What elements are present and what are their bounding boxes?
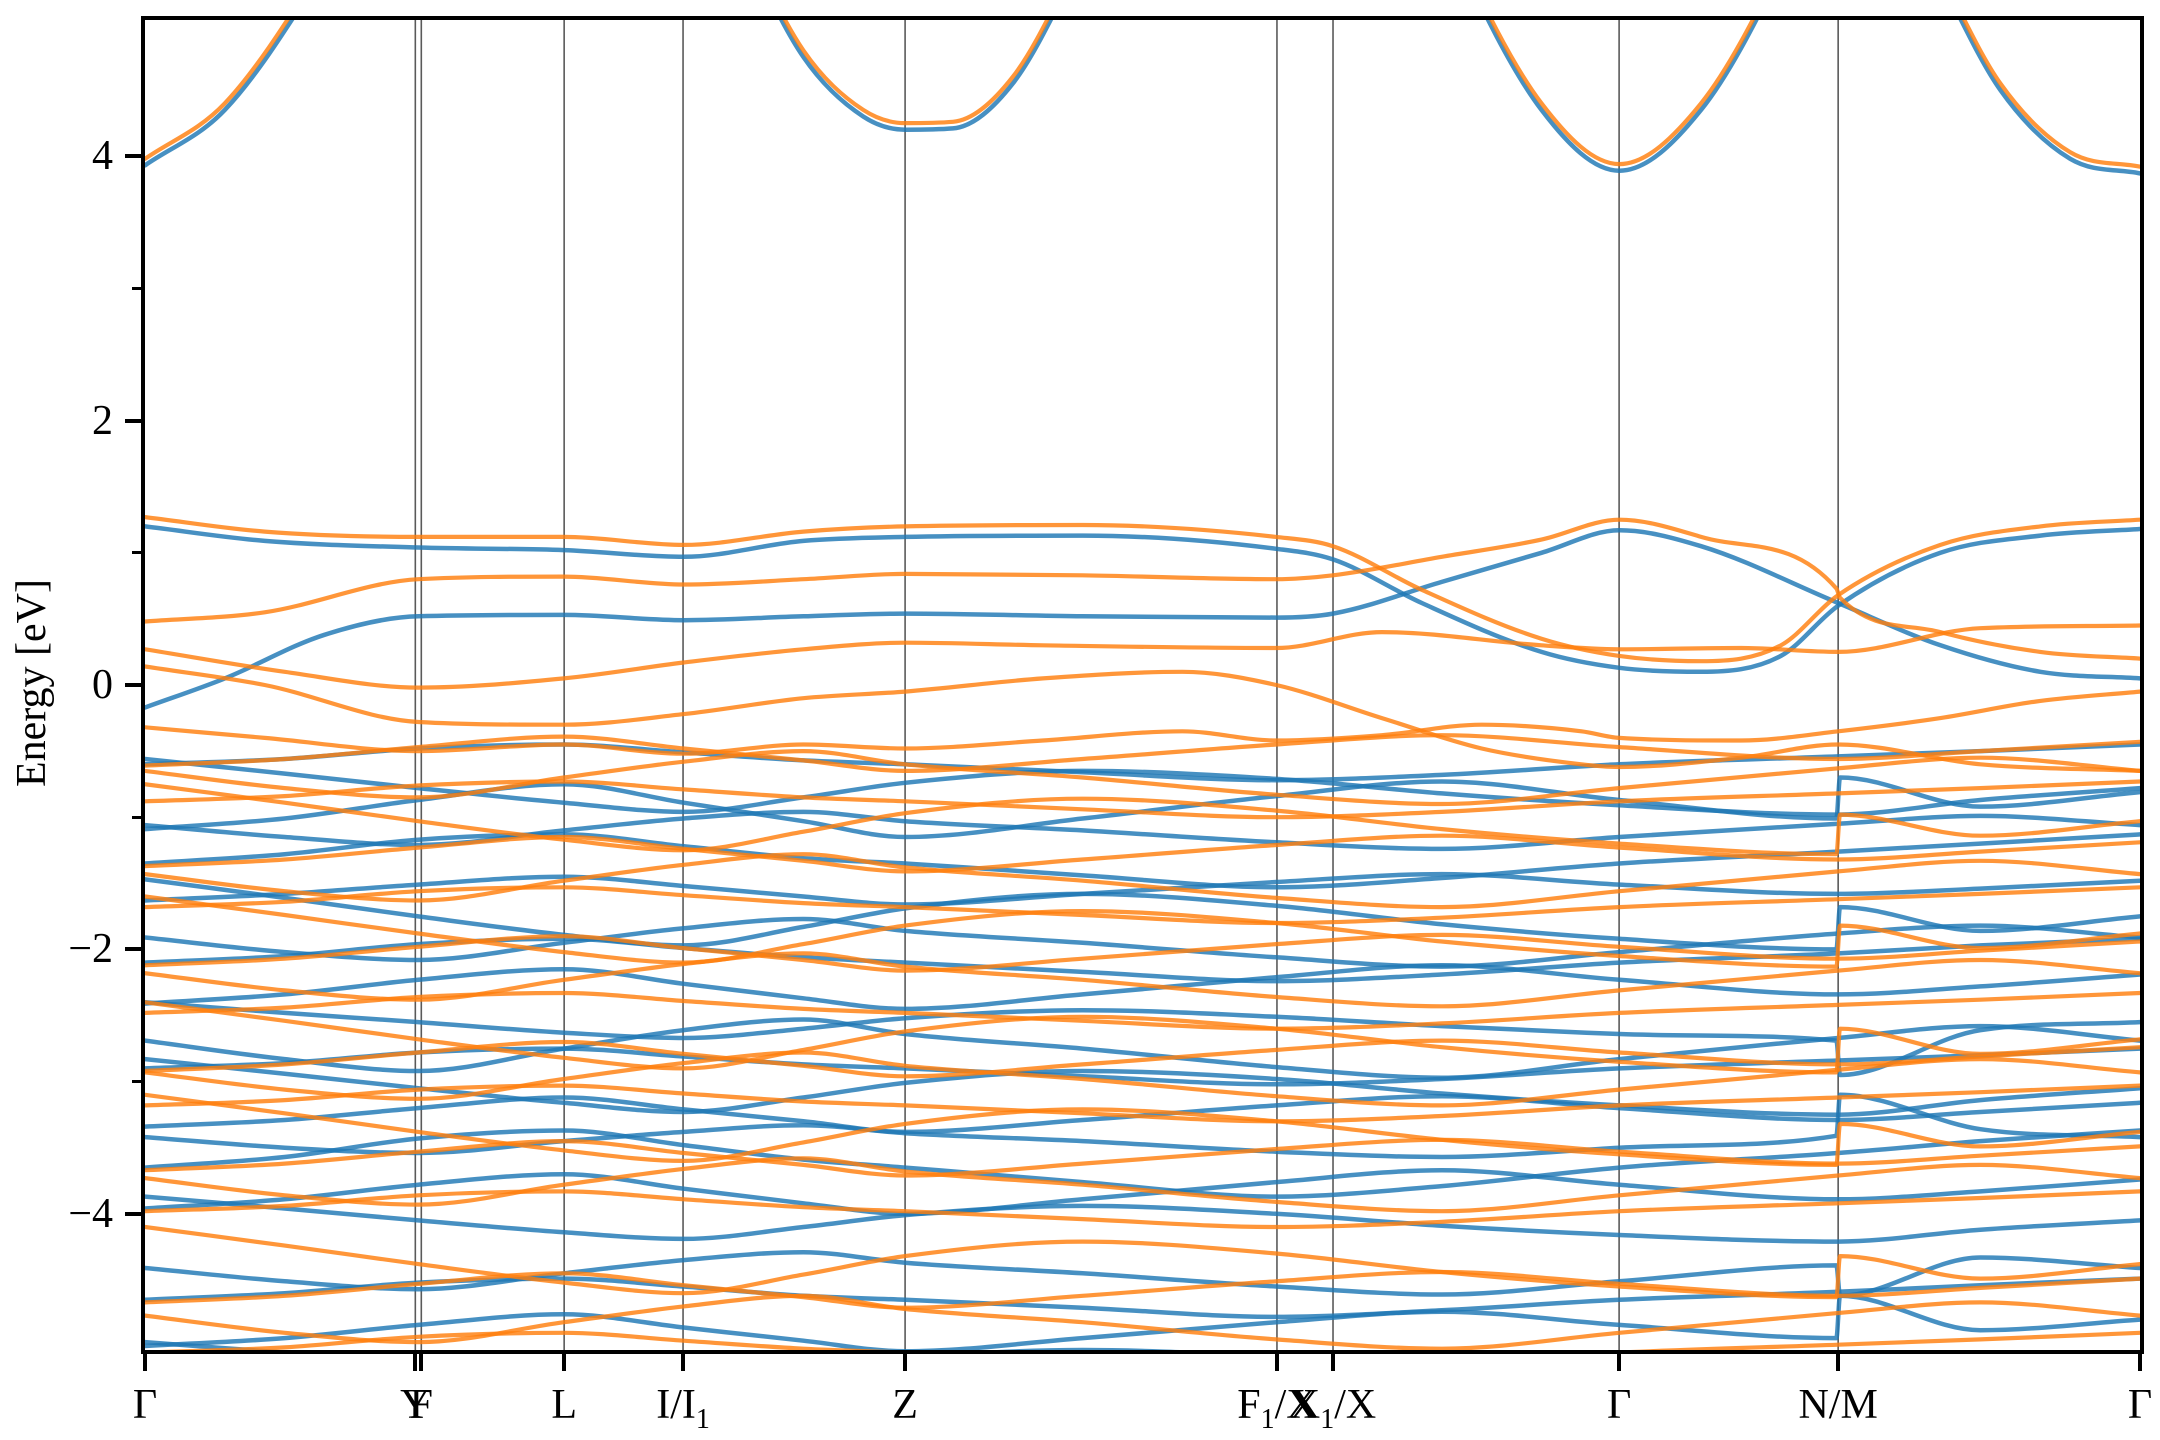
x-major-tick [1331, 1354, 1336, 1371]
band-line-spin-down [145, 1137, 2140, 1178]
band-line-spin-down [145, 1092, 2140, 1167]
y-minor-tick [132, 1080, 141, 1084]
band-line-spin-up [145, 524, 2140, 675]
band-line-spin-down [145, 852, 2140, 910]
band-line-spin-down [145, 689, 2140, 756]
y-tick-label: 2 [92, 397, 113, 444]
band-line-spin-up [145, 916, 2140, 969]
band-line-spin-down [145, 779, 2140, 820]
band-line-spin-up [145, 1194, 2140, 1244]
x-major-tick [1617, 1354, 1622, 1371]
y-minor-tick [132, 286, 141, 290]
band-line-spin-down [145, 1083, 2140, 1124]
band-line-spin-down [145, 749, 2140, 807]
band-line-spin-down [145, 1189, 2140, 1230]
band-line-spin-down [145, 623, 2140, 690]
x-major-tick [903, 1354, 908, 1371]
x-tick-label: L [551, 1382, 577, 1428]
band-line-spin-down [145, 833, 2140, 874]
band-line-spin-up [145, 1167, 2140, 1217]
x-major-tick [1836, 1354, 1841, 1371]
band-line-spin-down [145, 733, 2140, 773]
x-tick-label: Γ [1606, 1382, 1632, 1428]
x-major-tick [413, 1354, 418, 1371]
y-tick-label: −4 [68, 1190, 113, 1237]
y-tick-label: −2 [68, 926, 113, 973]
band-line-spin-up [145, 1293, 2140, 1350]
y-minor-tick [132, 551, 141, 555]
band-line-spin-up [145, 775, 2140, 840]
band-line-spin-up [145, 963, 2140, 1012]
band-line-spin-up [145, 877, 2140, 952]
x-tick-label: X1/X [1289, 1382, 1377, 1435]
band-line-spin-down [159, 1330, 2140, 1350]
x-tick-label: F1/X [1237, 1382, 1317, 1435]
band-line-spin-down [145, 1269, 2140, 1310]
y-major-tick [125, 154, 141, 159]
x-tick-label: F [409, 1382, 433, 1428]
x-major-tick [2138, 1354, 2142, 1371]
band-lines-canvas [145, 20, 2140, 1350]
band-line-spin-up [145, 756, 2140, 817]
y-tick-label: 4 [92, 133, 113, 180]
x-tick-label: Z [892, 1382, 918, 1428]
x-tick-label: N/M [1798, 1382, 1878, 1428]
band-line-spin-down [145, 782, 2140, 857]
band-line-spin-down [145, 1038, 2140, 1079]
band-line-spin-down [145, 951, 2140, 1009]
band-line-spin-down [145, 1224, 2140, 1300]
x-major-tick [419, 1354, 424, 1371]
x-tick-label: Γ [2127, 1382, 2153, 1428]
band-line-spin-up [145, 1056, 2140, 1117]
band-line-spin-down [145, 885, 2140, 926]
band-line-spin-down [145, 664, 2140, 773]
band-line-spin-down [145, 1156, 2140, 1214]
x-tick-label: I/I1 [656, 1382, 710, 1435]
plot-area [141, 16, 2144, 1354]
band-line-spin-up [145, 528, 2140, 710]
band-line-spin-down [145, 20, 2140, 169]
x-tick-label: Γ [132, 1382, 158, 1428]
x-tick-label: Y [400, 1382, 431, 1428]
x-major-tick [562, 1354, 567, 1371]
band-line-spin-up [145, 20, 2140, 176]
band-line-spin-up [145, 1092, 2140, 1160]
band-line-spin-down [145, 1050, 2140, 1108]
y-tick-label: 0 [92, 662, 113, 708]
band-line-spin-up [145, 1093, 2140, 1135]
band-line-spin-down [145, 932, 2140, 973]
band-line-spin-down [145, 517, 2140, 661]
x-major-tick [143, 1354, 147, 1371]
y-major-tick [125, 683, 141, 687]
y-minor-tick [132, 815, 141, 819]
y-major-tick [125, 1211, 141, 1216]
y-major-tick [125, 947, 141, 952]
y-major-tick [125, 418, 141, 423]
band-line-spin-down [145, 1293, 2140, 1350]
x-major-tick [681, 1354, 686, 1371]
band-line-spin-up [145, 1017, 2140, 1080]
x-major-tick [1274, 1354, 1279, 1371]
band-line-spin-down [145, 990, 2140, 1031]
